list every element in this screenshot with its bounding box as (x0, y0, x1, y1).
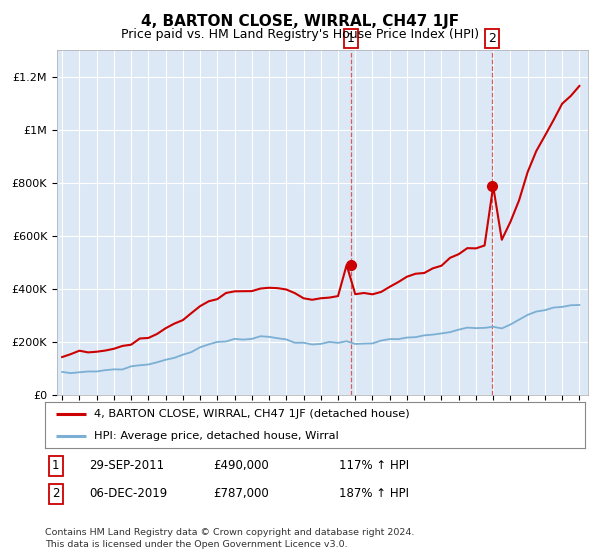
Text: HPI: Average price, detached house, Wirral: HPI: Average price, detached house, Wirr… (94, 431, 338, 441)
Text: 06-DEC-2019: 06-DEC-2019 (89, 487, 167, 501)
Text: 117% ↑ HPI: 117% ↑ HPI (339, 459, 409, 473)
Text: £787,000: £787,000 (213, 487, 269, 501)
Text: 2: 2 (52, 487, 59, 501)
Text: 4, BARTON CLOSE, WIRRAL, CH47 1JF: 4, BARTON CLOSE, WIRRAL, CH47 1JF (141, 14, 459, 29)
Text: 4, BARTON CLOSE, WIRRAL, CH47 1JF (detached house): 4, BARTON CLOSE, WIRRAL, CH47 1JF (detac… (94, 409, 409, 419)
Text: £490,000: £490,000 (213, 459, 269, 473)
Text: 2: 2 (488, 32, 496, 45)
Text: 187% ↑ HPI: 187% ↑ HPI (339, 487, 409, 501)
Text: Price paid vs. HM Land Registry's House Price Index (HPI): Price paid vs. HM Land Registry's House … (121, 28, 479, 41)
Text: 1: 1 (52, 459, 59, 473)
Text: 1: 1 (347, 32, 355, 45)
Text: 29-SEP-2011: 29-SEP-2011 (89, 459, 164, 473)
Text: Contains HM Land Registry data © Crown copyright and database right 2024.
This d: Contains HM Land Registry data © Crown c… (45, 528, 415, 549)
